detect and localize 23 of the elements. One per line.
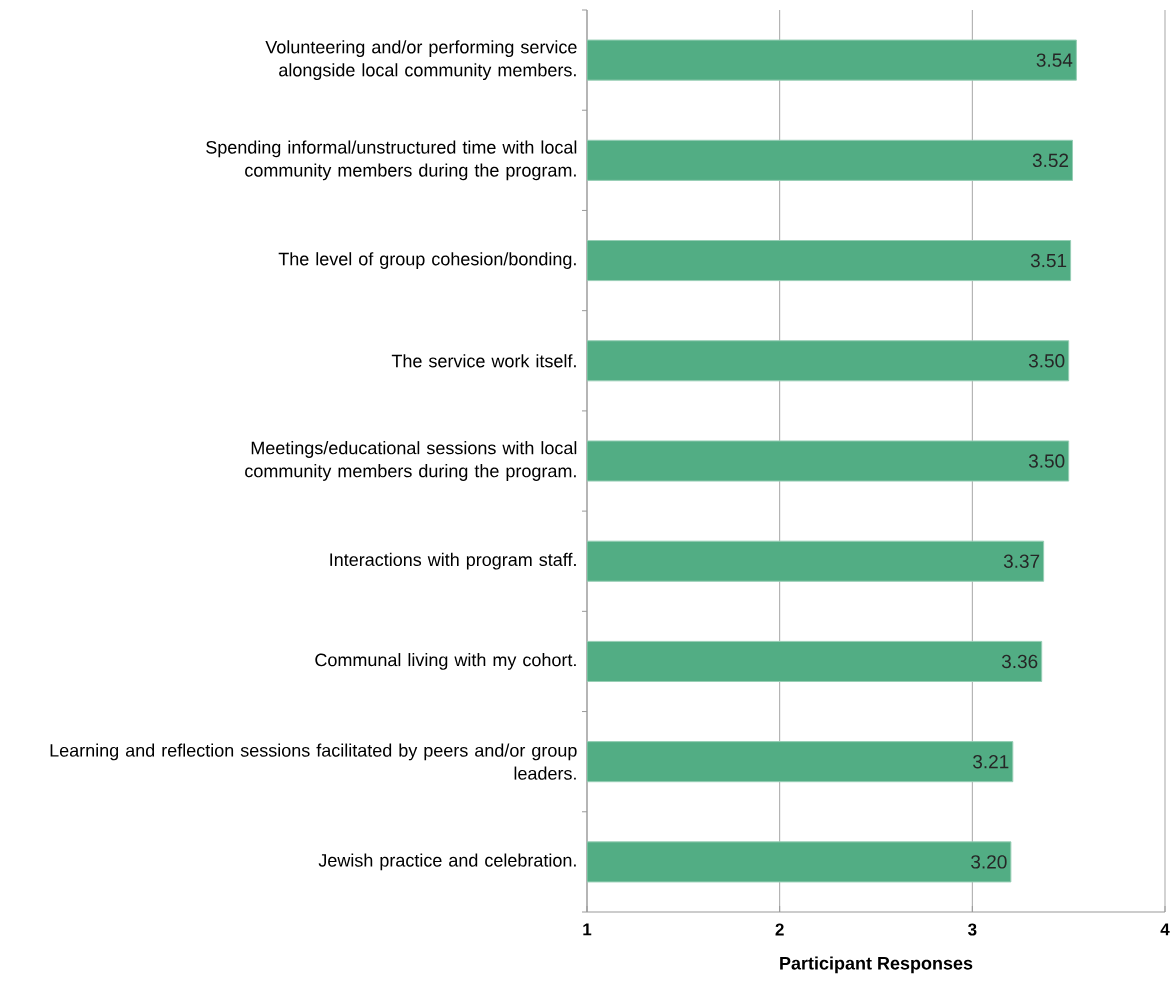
y-tick-label: Spending informal/unstructured time with local community members during the program. — [206, 140, 577, 181]
data-label: 3.50 — [1028, 354, 1065, 368]
y-tick-label: Learning and reflection sessions facilitated by peers and/or group leaders. — [50, 743, 577, 780]
y-tick-label: Volunteering and/or performing service alongside local community members. — [265, 40, 577, 80]
y-tick-label: Meetings/educational sessions with local community members during the program. — [245, 441, 577, 481]
data-label: 3.21 — [973, 754, 1009, 769]
x-tick-label: 3 — [968, 923, 977, 936]
y-tick-label: The level of group cohesion/bonding. — [278, 252, 576, 269]
x-axis-title: Participant Responses — [780, 956, 973, 974]
data-label: 3.52 — [1032, 153, 1069, 168]
data-label: 3.37 — [1003, 554, 1040, 568]
y-tick-label: The service work itself. — [391, 354, 576, 368]
x-tick-label: 1 — [583, 923, 592, 936]
y-tick-label: Jewish practice and celebration. — [318, 853, 576, 871]
data-label: 3.36 — [1001, 654, 1038, 669]
data-label: 3.54 — [1036, 53, 1073, 67]
x-tick-label: 2 — [775, 923, 784, 936]
x-tick-label: 4 — [1160, 923, 1170, 936]
y-tick-label: Interactions with program staff. — [330, 552, 576, 570]
data-label: 3.20 — [971, 855, 1007, 869]
data-label: 3.50 — [1028, 454, 1065, 468]
y-tick-label: Communal living with my cohort. — [315, 653, 576, 670]
data-label: 3.51 — [1030, 253, 1067, 268]
